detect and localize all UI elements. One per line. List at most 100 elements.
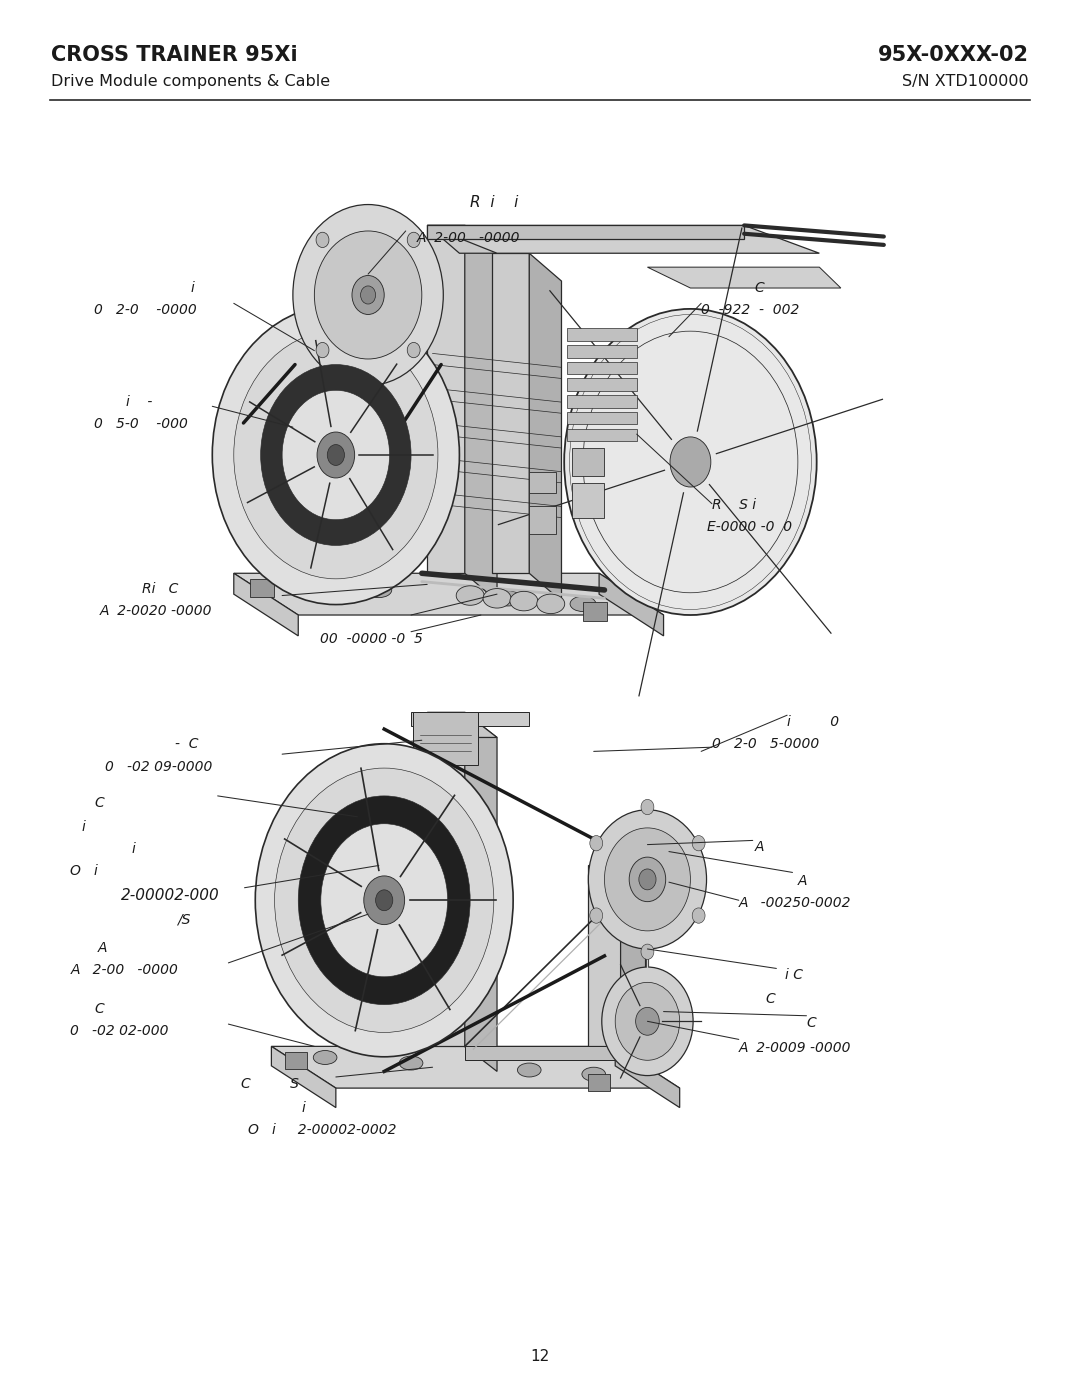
- Text: A   2-00   -0000: A 2-00 -0000: [70, 963, 178, 977]
- Text: i    -: i -: [126, 395, 152, 409]
- Bar: [572, 483, 605, 518]
- Ellipse shape: [590, 835, 603, 851]
- Ellipse shape: [364, 876, 405, 925]
- Ellipse shape: [298, 796, 470, 1004]
- Ellipse shape: [642, 799, 653, 814]
- Polygon shape: [464, 1046, 647, 1060]
- Text: -  C: - C: [175, 738, 199, 752]
- Bar: [583, 602, 607, 620]
- Text: 0   5-0    -000: 0 5-0 -000: [94, 418, 188, 432]
- Text: C: C: [755, 281, 765, 295]
- Bar: [414, 712, 477, 766]
- Bar: [567, 362, 637, 374]
- Text: 00  -0000 -0  5: 00 -0000 -0 5: [320, 631, 422, 645]
- Bar: [567, 328, 637, 341]
- Ellipse shape: [616, 982, 679, 1060]
- Text: CROSS TRAINER 95Xi: CROSS TRAINER 95Xi: [51, 45, 298, 64]
- Bar: [567, 345, 637, 358]
- Text: C: C: [94, 796, 104, 810]
- Text: C         S: C S: [241, 1077, 299, 1091]
- Ellipse shape: [327, 444, 345, 465]
- Ellipse shape: [274, 768, 494, 1032]
- Ellipse shape: [282, 390, 390, 520]
- Ellipse shape: [291, 577, 316, 592]
- Text: 0   -02 09-0000: 0 -02 09-0000: [105, 760, 213, 774]
- Ellipse shape: [636, 1007, 659, 1035]
- Ellipse shape: [495, 591, 521, 606]
- Ellipse shape: [483, 588, 511, 608]
- Ellipse shape: [639, 869, 656, 890]
- Ellipse shape: [260, 365, 411, 545]
- Ellipse shape: [255, 743, 513, 1056]
- Text: Drive Module components & Cable: Drive Module components & Cable: [51, 74, 330, 89]
- Ellipse shape: [570, 597, 596, 612]
- Ellipse shape: [582, 1067, 606, 1081]
- Ellipse shape: [407, 342, 420, 358]
- Ellipse shape: [517, 1063, 541, 1077]
- Ellipse shape: [316, 342, 329, 358]
- Polygon shape: [529, 253, 562, 601]
- Polygon shape: [428, 712, 497, 738]
- Ellipse shape: [605, 828, 690, 930]
- Ellipse shape: [537, 594, 565, 613]
- Polygon shape: [589, 866, 621, 1046]
- Bar: [567, 379, 637, 391]
- Text: 95X-0XXX-02: 95X-0XXX-02: [878, 45, 1029, 64]
- Text: E-0000 -0  0: E-0000 -0 0: [706, 521, 792, 535]
- Text: S/N XTD100000: S/N XTD100000: [902, 74, 1029, 89]
- Text: i C: i C: [785, 968, 802, 982]
- Ellipse shape: [692, 835, 705, 851]
- Bar: [572, 448, 605, 476]
- Bar: [529, 472, 556, 493]
- Polygon shape: [464, 712, 497, 1071]
- Ellipse shape: [510, 591, 538, 610]
- Polygon shape: [428, 225, 464, 573]
- Ellipse shape: [692, 908, 705, 923]
- Polygon shape: [647, 267, 841, 288]
- Bar: [567, 395, 637, 408]
- Ellipse shape: [400, 1056, 423, 1070]
- Text: 0   -02 02-000: 0 -02 02-000: [70, 1024, 168, 1038]
- Bar: [567, 412, 637, 425]
- Ellipse shape: [313, 1051, 337, 1065]
- Polygon shape: [616, 1046, 679, 1108]
- Ellipse shape: [407, 232, 420, 247]
- Polygon shape: [428, 225, 497, 253]
- Polygon shape: [428, 712, 464, 1046]
- Ellipse shape: [293, 204, 443, 386]
- Bar: [249, 578, 273, 597]
- Text: i: i: [191, 281, 194, 295]
- Bar: [285, 1052, 307, 1069]
- Text: A: A: [755, 841, 765, 855]
- Polygon shape: [233, 573, 298, 636]
- Ellipse shape: [318, 432, 354, 478]
- Text: 0  -922  -  002: 0 -922 - 002: [701, 303, 799, 317]
- Text: A  2-00   -0000: A 2-00 -0000: [417, 231, 519, 244]
- Text: 0   2-0   5-0000: 0 2-0 5-0000: [712, 738, 819, 752]
- Ellipse shape: [361, 286, 376, 305]
- Text: i: i: [81, 820, 85, 834]
- Text: R  i    i: R i i: [470, 194, 518, 210]
- Ellipse shape: [583, 331, 798, 592]
- Ellipse shape: [642, 944, 653, 960]
- Ellipse shape: [314, 231, 422, 359]
- Ellipse shape: [352, 275, 384, 314]
- Text: A: A: [97, 940, 107, 954]
- Text: A: A: [798, 873, 808, 888]
- Ellipse shape: [670, 437, 711, 488]
- Polygon shape: [411, 712, 529, 726]
- Text: C: C: [94, 1002, 104, 1016]
- Ellipse shape: [233, 331, 437, 578]
- Polygon shape: [428, 225, 744, 239]
- Bar: [529, 507, 556, 534]
- Text: /S: /S: [177, 912, 190, 926]
- Polygon shape: [271, 1046, 336, 1108]
- Text: C: C: [766, 992, 775, 1006]
- Polygon shape: [428, 225, 820, 253]
- Ellipse shape: [602, 967, 693, 1076]
- Text: i         0: i 0: [787, 715, 839, 729]
- Text: i: i: [132, 842, 136, 856]
- Text: A  2-0020 -0000: A 2-0020 -0000: [99, 604, 212, 617]
- Ellipse shape: [590, 908, 603, 923]
- Text: R    S i: R S i: [712, 499, 756, 513]
